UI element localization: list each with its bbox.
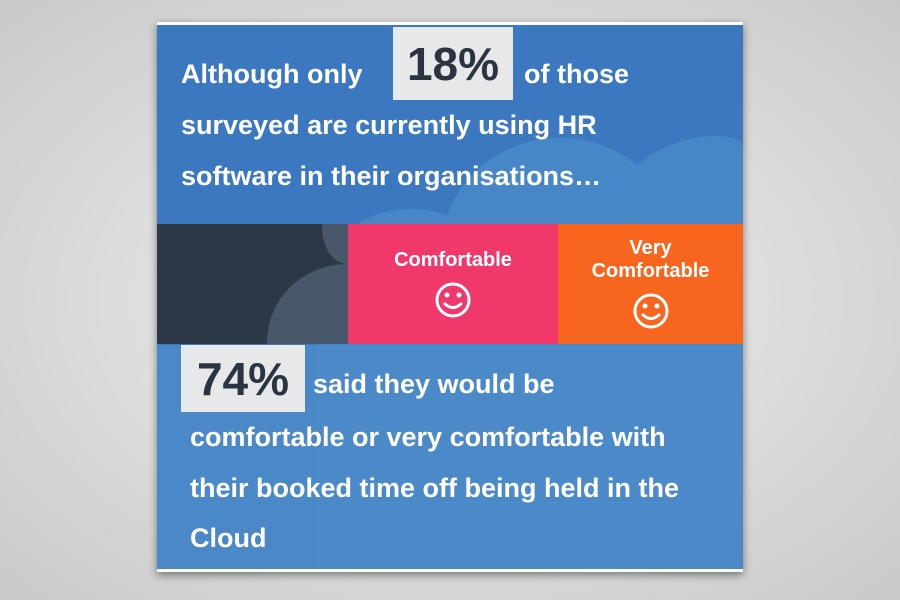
headline-line: of those bbox=[524, 59, 629, 89]
highlight-box: 18% bbox=[393, 27, 513, 100]
conclusion-line: said they would be bbox=[313, 369, 555, 399]
headline-prefix: Although only bbox=[181, 59, 363, 89]
infographic-card: Comfortable Very Comfortable Although on… bbox=[157, 22, 743, 572]
comfortable-segment: Comfortable bbox=[348, 224, 558, 344]
conclusion-line: comfortable or very comfortable with bbox=[190, 422, 666, 452]
conclusion-line: their booked time off being held in the bbox=[190, 473, 680, 503]
smiley-icon bbox=[633, 293, 668, 329]
very-comfortable-segment: Very Comfortable bbox=[558, 224, 743, 344]
conclusion-line: Cloud bbox=[190, 523, 267, 553]
dark-segment bbox=[157, 224, 348, 344]
headline-line: surveyed are currently using HR bbox=[181, 110, 597, 140]
smiley-icon bbox=[435, 282, 471, 317]
segment-label: Very Comfortable bbox=[591, 237, 710, 282]
headline-line: software in their organisations… bbox=[181, 161, 602, 191]
highlight-box: 74% bbox=[181, 345, 305, 412]
segment-label: Comfortable bbox=[394, 248, 512, 271]
